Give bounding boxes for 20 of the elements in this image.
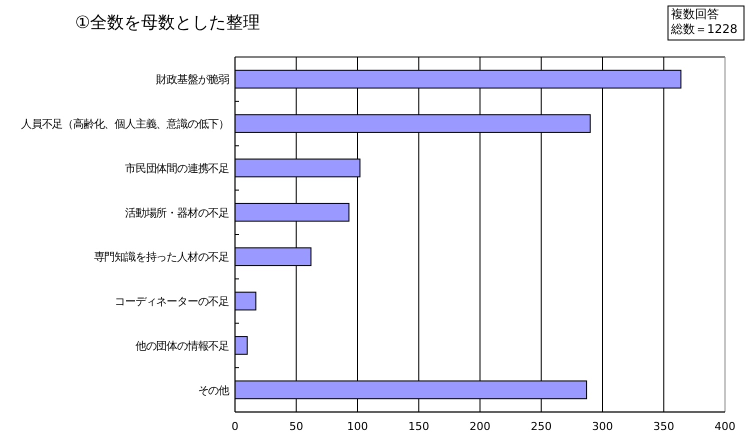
text: 複数回答 — [671, 7, 719, 21]
x-tick-label: 100 — [347, 420, 368, 433]
y-tick-label: 市民団体間の連携不足 — [124, 162, 230, 175]
x-tick-label: 250 — [530, 420, 552, 433]
y-tick-label: 人員不足（高齢化、個人主義、意識の低下） — [20, 118, 229, 131]
x-tick-label: 350 — [653, 420, 674, 433]
x-tick-label: 200 — [470, 420, 490, 433]
chart-title: ①全数を母数とした整理 — [75, 13, 260, 33]
y-tick-label: 他の団体の情報不足 — [135, 339, 230, 352]
y-tick-label: 活動場所・器材の不足 — [124, 206, 230, 220]
y-tick-label: その他 — [198, 384, 230, 397]
x-tick-label: 50 — [289, 420, 304, 433]
text: 総数＝1228 — [670, 22, 738, 36]
x-tick-label: 150 — [408, 420, 430, 433]
y-tick-label: 専門知識を持った人材の不足 — [94, 250, 230, 264]
x-tick-label: 400 — [714, 420, 736, 433]
y-tick-label: コーディネーターの不足 — [114, 295, 230, 308]
x-tick-label: 0 — [232, 420, 238, 433]
y-tick-label: 財政基盤が脆弱 — [156, 73, 230, 86]
x-tick-label: 300 — [592, 420, 613, 433]
